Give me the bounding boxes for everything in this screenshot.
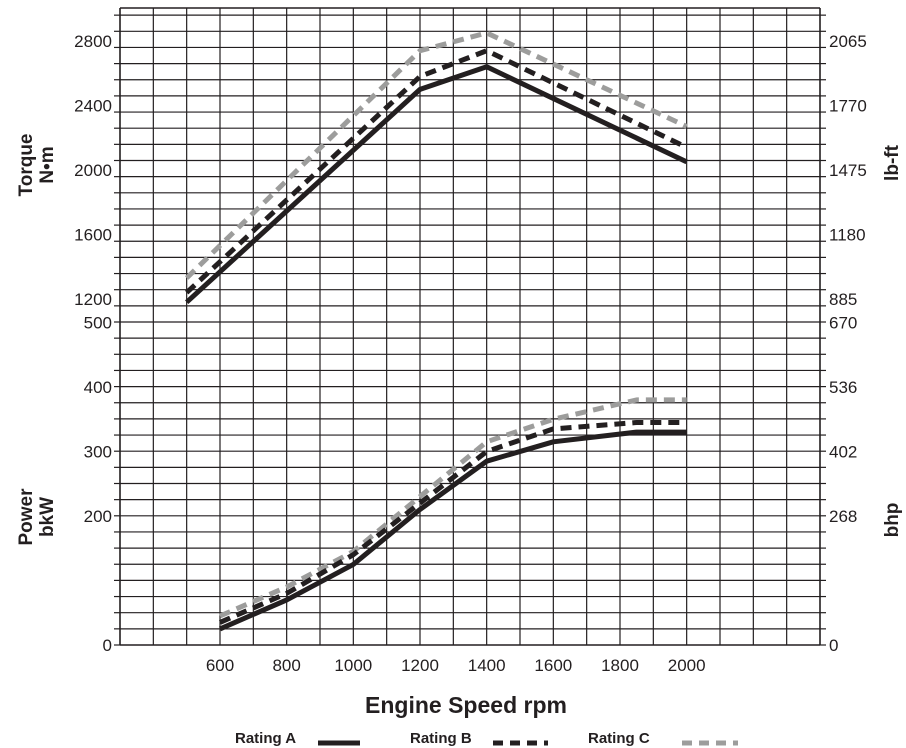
- x-tick-label: 800: [272, 656, 300, 675]
- chart-grid: [114, 7, 826, 646]
- torque-left-tick-label: 2400: [74, 97, 112, 116]
- x-tick-label: 1600: [534, 656, 572, 675]
- torque-left-tick-label: 2000: [74, 161, 112, 180]
- power-line-rating-b: [219, 420, 687, 625]
- power-right-tick-label: 402: [829, 443, 857, 462]
- x-axis-title: Engine Speed rpm: [365, 692, 567, 718]
- series-lines: [184, 30, 688, 632]
- bhp-ylabel: bhp: [882, 503, 903, 538]
- power-right-tick-label: 670: [829, 314, 857, 333]
- power-line-rating-c: [219, 397, 687, 619]
- torque-ylabel-line2: N•m: [37, 146, 58, 183]
- power-left-tick-label: 200: [84, 507, 112, 526]
- torque-line-rating-a: [185, 64, 688, 305]
- legend-label-rating-b: Rating B: [410, 730, 472, 747]
- torque-right-tick-label: 1475: [829, 161, 867, 180]
- x-tick-label: 1400: [468, 656, 506, 675]
- x-tick-label: 600: [206, 656, 234, 675]
- x-tick-label: 1200: [401, 656, 439, 675]
- power-left-tick-label: 400: [84, 378, 112, 397]
- power-right-tick-label: 268: [829, 507, 857, 526]
- legend-label-rating-c: Rating C: [588, 730, 650, 747]
- lbft-ylabel: lb-ft: [882, 144, 903, 181]
- legend: Rating A Rating B Rating C: [235, 730, 738, 747]
- torque-left-tick-label: 1600: [74, 226, 112, 245]
- torque-left-tick-label: 1200: [74, 290, 112, 309]
- x-tick-label: 2000: [668, 656, 706, 675]
- torque-right-tick-label: 2065: [829, 32, 867, 51]
- power-left-tick-label: 500: [84, 314, 112, 333]
- power-ylabel-line1: Power: [16, 488, 37, 546]
- torque-left-tick-label: 2800: [74, 32, 112, 51]
- legend-label-rating-a: Rating A: [235, 730, 296, 747]
- power-right-tick-label: 0: [829, 636, 838, 655]
- power-left-tick-label: 0: [103, 636, 112, 655]
- torque-right-tick-label: 885: [829, 290, 857, 309]
- power-ylabel-line2: bkW: [37, 497, 58, 537]
- torque-line-rating-c: [184, 30, 688, 280]
- power-right-tick-label: 536: [829, 378, 857, 397]
- power-line-rating-a: [219, 429, 687, 632]
- x-tick-label: 1800: [601, 656, 639, 675]
- x-tick-label: 1000: [334, 656, 372, 675]
- torque-ylabel-line1: Torque: [16, 134, 37, 197]
- torque-line-rating-b: [185, 48, 688, 295]
- power-left-tick-label: 300: [84, 443, 112, 462]
- torque-right-tick-label: 1770: [829, 97, 867, 116]
- torque-right-tick-label: 1180: [829, 226, 866, 245]
